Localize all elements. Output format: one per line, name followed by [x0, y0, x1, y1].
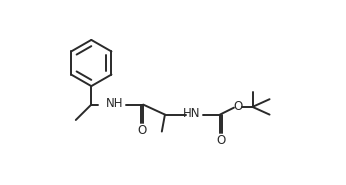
- Text: O: O: [233, 100, 243, 113]
- Text: O: O: [137, 124, 147, 137]
- Text: HN: HN: [183, 107, 201, 120]
- Text: O: O: [217, 134, 226, 147]
- Text: NH: NH: [106, 97, 123, 110]
